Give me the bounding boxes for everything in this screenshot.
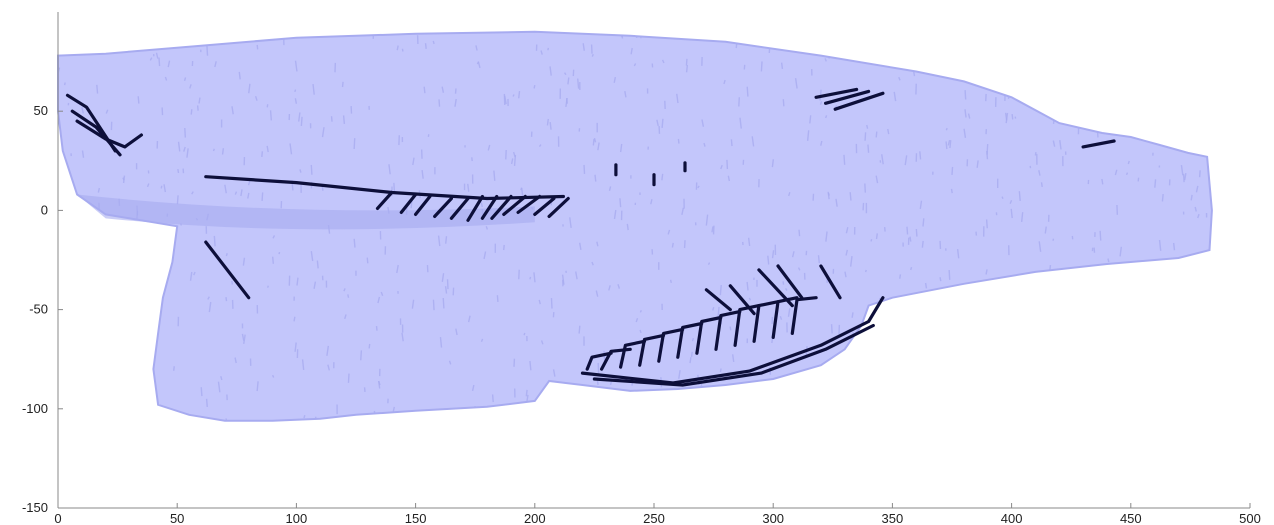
y-tick-label: -150 [22,500,48,515]
bone-segment [814,87,859,99]
bone-segment [714,310,742,351]
bone-segment [449,196,470,220]
y-tick-label: 50 [34,103,48,118]
bone-segment [657,327,685,363]
bone-segment [704,288,732,312]
bone-segment [676,321,704,359]
y-tick-label: -100 [22,401,48,416]
bone-segment [776,264,804,300]
x-tick-label: 500 [1239,511,1261,525]
bone-segment [819,264,842,300]
bone-segment [433,196,453,218]
bone-segment [592,323,875,387]
y-tick-label: 0 [41,202,48,217]
x-tick-label: 300 [762,511,784,525]
bone-segment [695,315,723,355]
x-tick-label: 250 [643,511,665,525]
x-tick-label: 100 [286,511,308,525]
bone-segment [466,194,484,222]
bone-segment [619,339,647,369]
bone-segment [516,194,542,214]
bone-segment [1081,139,1116,149]
x-tick-label: 0 [54,511,61,525]
specimen-body [57,30,1213,422]
bone-segment [502,194,527,216]
axes: 0 50 100 150 200 250 300 350 400 450 500-150-100-5… [22,12,1261,525]
bone-segment [375,190,394,210]
bone-segment [547,196,570,218]
bone-segment [771,296,799,339]
lateral-band [77,194,535,230]
x-tick-label: 200 [524,511,546,525]
bone-traces-layer [65,87,1116,387]
bone-segment [480,194,499,220]
bone-segment [585,351,613,371]
bone-segment [414,194,432,216]
bone-segment [399,192,418,214]
x-tick-label: 50 [170,511,184,525]
bone-segment [833,91,885,111]
bone-segment [204,240,251,300]
bone-segment [533,196,556,216]
bone-segment [490,194,513,220]
y-tick-label: -50 [29,302,48,317]
x-tick-label: 350 [882,511,904,525]
x-tick-label: 150 [405,511,427,525]
bone-segment [75,119,143,149]
bone-segment [790,296,818,335]
bone-segment [70,109,122,157]
bone-segment [728,284,756,316]
bone-segment [733,304,761,347]
x-tick-label: 400 [1001,511,1023,525]
x-tick-label: 450 [1120,511,1142,525]
specimen-body-layer [57,30,1213,422]
bone-segment [638,333,666,367]
bone-segment [580,296,885,385]
bone-segment [824,89,871,105]
bone-segment [757,268,794,308]
bone-segment [752,300,780,343]
